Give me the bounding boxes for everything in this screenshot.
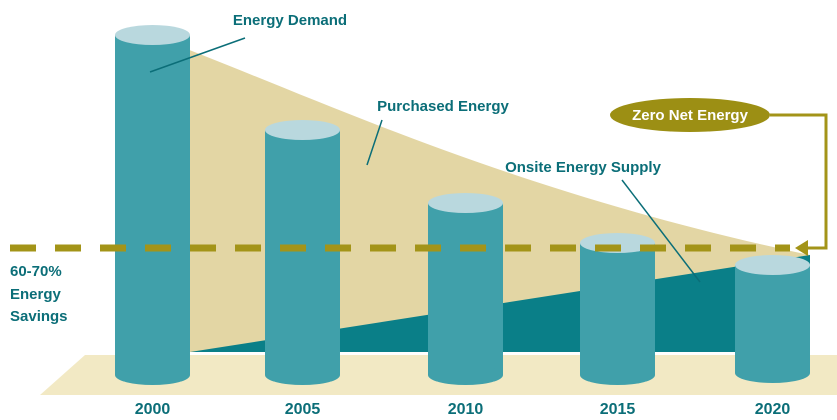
label: Energy Demand bbox=[233, 12, 347, 29]
year: 2010 bbox=[448, 401, 484, 418]
savings-label: Energy bbox=[10, 286, 62, 303]
cylinder bbox=[115, 25, 190, 385]
label: Onsite Energy Supply bbox=[505, 159, 662, 176]
leader bbox=[621, 179, 701, 283]
leader bbox=[366, 119, 383, 166]
year: 2020 bbox=[755, 401, 791, 418]
savings-label: 60-70% bbox=[10, 263, 62, 280]
cylinder bbox=[265, 120, 340, 385]
year: 2015 bbox=[600, 401, 636, 418]
year: 2005 bbox=[285, 401, 321, 418]
connector bbox=[770, 113, 828, 250]
zero-net-badge bbox=[610, 98, 770, 132]
cylinder bbox=[428, 193, 503, 385]
cylinder bbox=[580, 233, 655, 385]
zero-net-label: Zero Net Energy bbox=[632, 107, 749, 124]
arrow-head bbox=[795, 240, 808, 256]
cylinder bbox=[735, 255, 810, 383]
savings-label: Savings bbox=[10, 308, 68, 325]
leader bbox=[149, 37, 246, 73]
label: Purchased Energy bbox=[377, 98, 509, 115]
year: 2000 bbox=[135, 401, 171, 418]
